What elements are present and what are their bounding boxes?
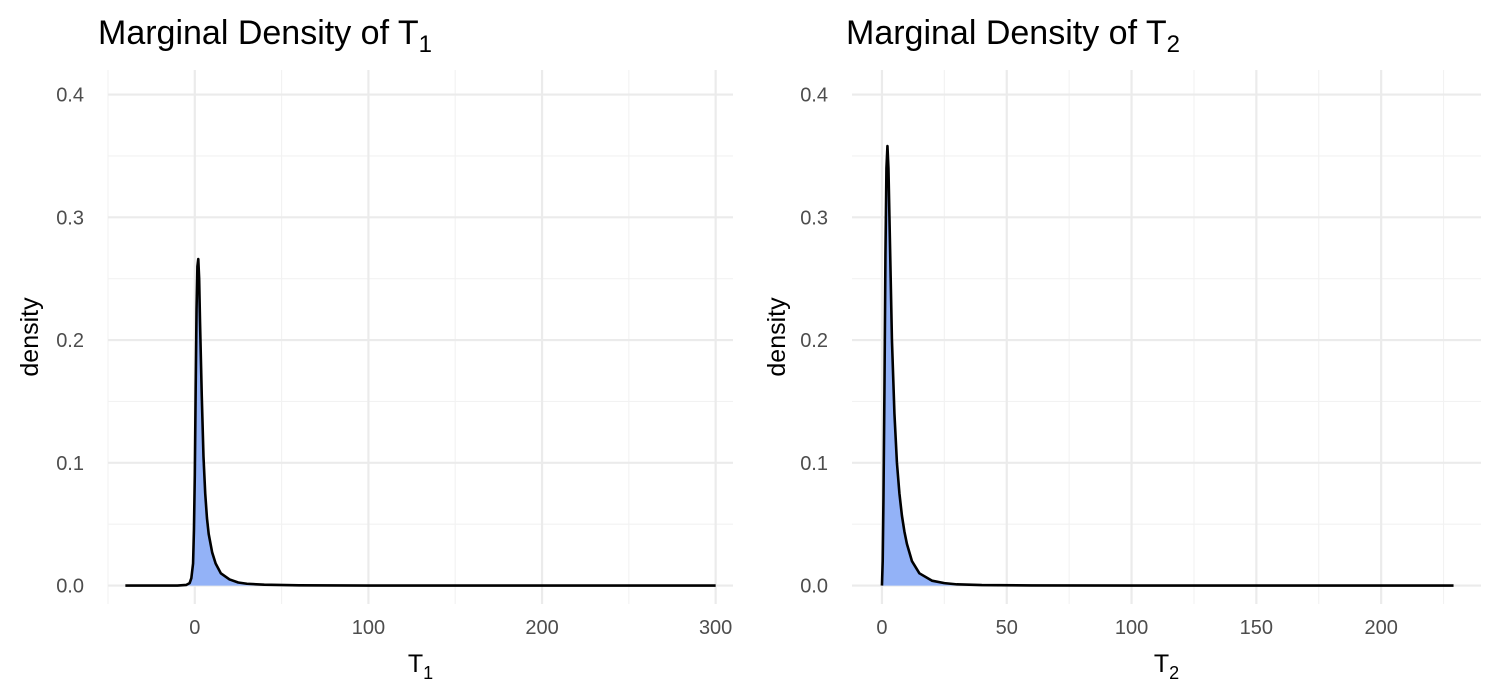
x-tick-label: 100 [1115, 617, 1148, 639]
x-axis-title-1: T1 [408, 650, 433, 683]
density-line-1 [125, 257, 716, 587]
x-tick-label: 50 [996, 617, 1018, 639]
y-tick-label: 0.4 [56, 85, 84, 107]
y-axis-title-2: density [763, 297, 791, 377]
x-tick-label: 0 [189, 617, 200, 639]
x-axis-title-text: T [1154, 650, 1169, 678]
y-tick-label: 0.4 [800, 85, 828, 107]
x-tick-label: 100 [352, 617, 385, 639]
x-axis-title-subscript: 2 [1169, 663, 1179, 683]
y-tick-label: 0.2 [800, 330, 828, 352]
panel-title-text: Marginal Density of T [98, 14, 419, 52]
y-tick-label: 0.1 [56, 453, 84, 475]
y-tick-label: 0.3 [800, 207, 828, 229]
y-tick-label: 0.3 [56, 207, 84, 229]
x-tick-label: 300 [699, 617, 732, 639]
panel-title-text: Marginal Density of T [846, 14, 1167, 52]
x-axis-title-2: T2 [1154, 650, 1179, 683]
x-tick-label: 150 [1240, 617, 1273, 639]
chart-panel-1: 0 100 200 300 0.0 0.1 0.2 0.3 0.4 Marginal Densit… [16, 14, 733, 683]
x-tick-label: 200 [1364, 617, 1397, 639]
y-tick-label: 0.0 [56, 576, 84, 598]
density-area-2 [881, 146, 1454, 586]
x-axis-title-text: T [408, 650, 423, 678]
chart-panel-2: 0 50 100 150 200 0.0 0.1 0.2 0.3 0.4 Marginal Dens… [763, 14, 1481, 683]
panel-title-2: Marginal Density of T2 [846, 14, 1180, 58]
x-tick-label: 200 [525, 617, 558, 639]
y-tick-label: 0.1 [800, 453, 828, 475]
y-tick-label: 0.2 [56, 330, 84, 352]
density-area-1 [125, 259, 716, 586]
panel-title-subscript: 2 [1167, 31, 1180, 58]
x-axis-title-subscript: 1 [423, 663, 433, 683]
x-tick-label: 0 [876, 617, 887, 639]
density-line-2 [880, 144, 1454, 587]
panel-title-subscript: 1 [419, 31, 432, 58]
y-tick-label: 0.0 [800, 576, 828, 598]
panel-title-1: Marginal Density of T1 [98, 14, 432, 58]
y-axis-title-1: density [16, 297, 44, 377]
